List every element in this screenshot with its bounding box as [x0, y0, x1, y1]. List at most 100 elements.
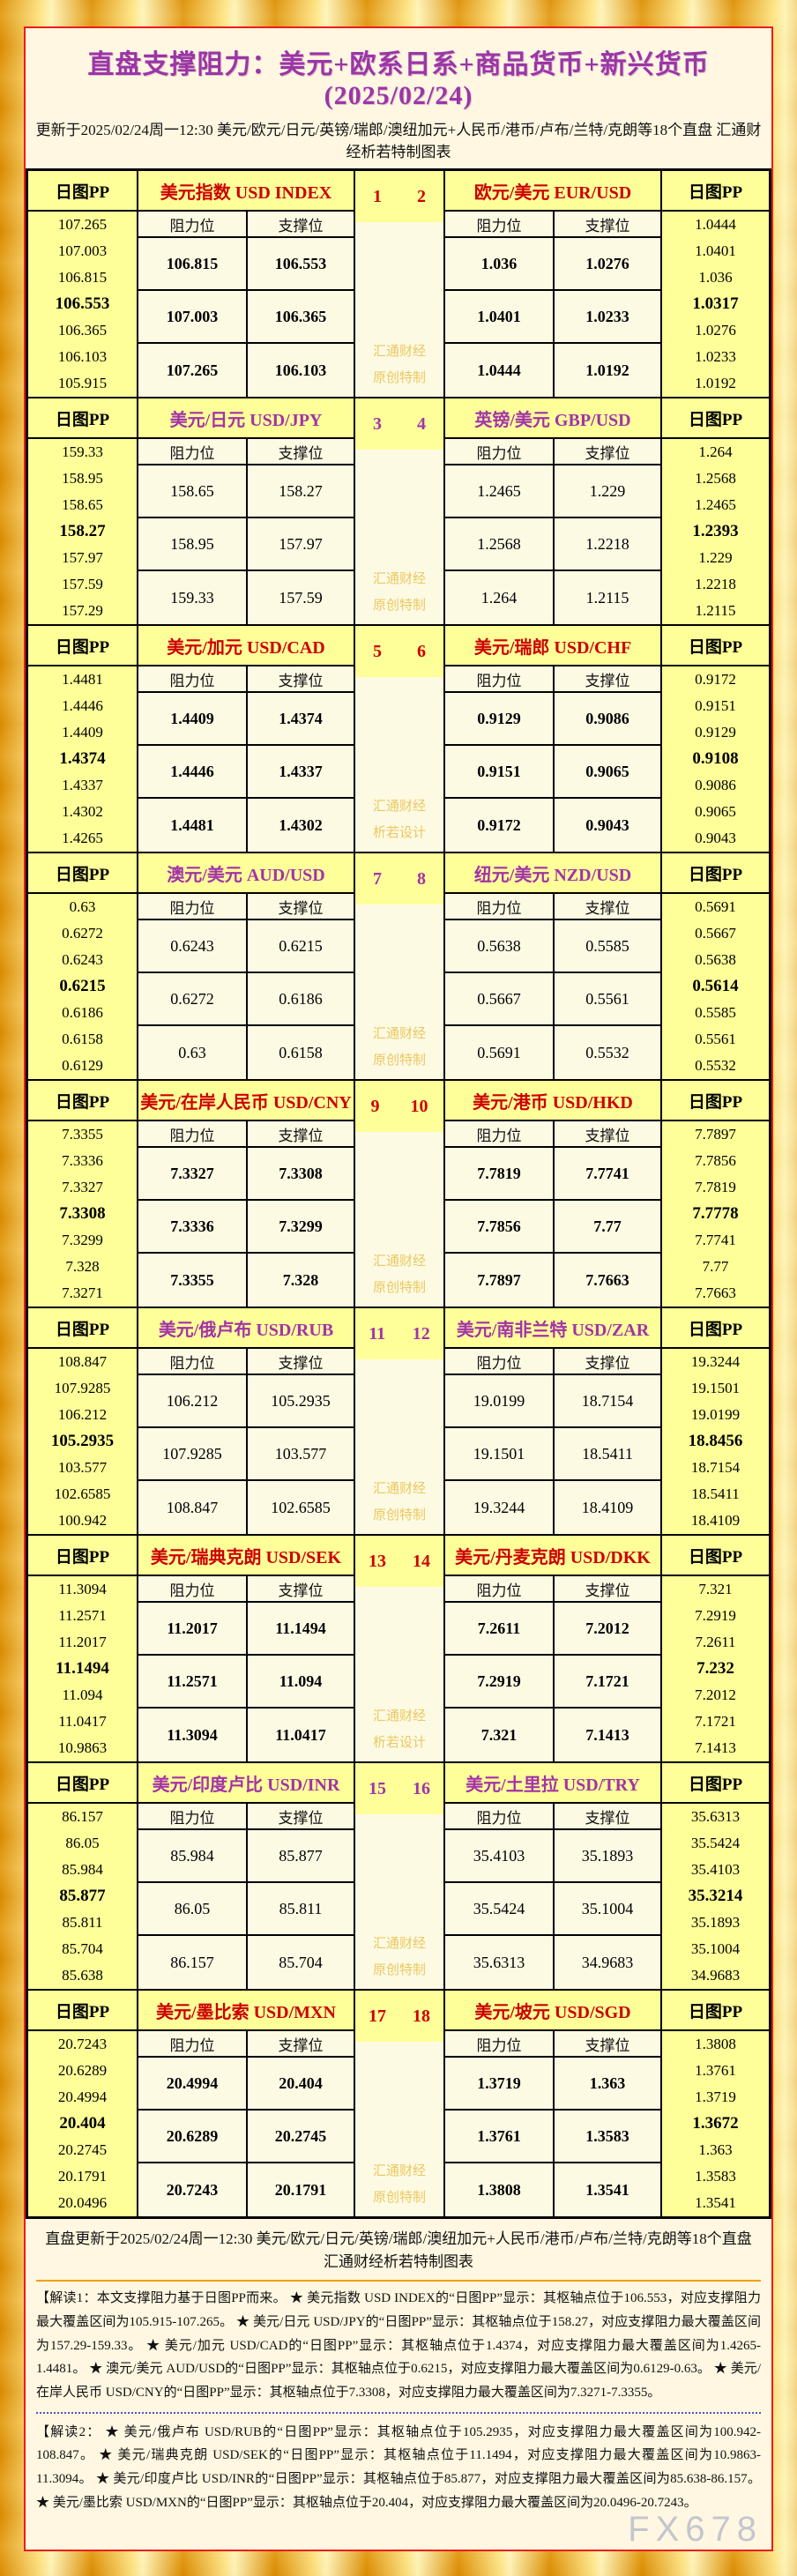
pp-value-right: 0.5532 — [660, 1053, 769, 1080]
pp-value-left: 0.6158 — [28, 1026, 138, 1053]
support-value-left: 20.404 — [246, 2058, 354, 2111]
pp-value-right: 0.9172 — [660, 666, 769, 694]
content-panel: 直盘支撑阻力：美元+欧系日系+商品货币+新兴货币(2025/02/24) 更新于… — [24, 26, 773, 2552]
center-column: 1 2 汇通财经 原创特制 — [354, 171, 445, 398]
support-label-left: 支撑位 — [246, 894, 354, 921]
support-value-left: 11.1494 — [246, 1603, 354, 1657]
watermark-line: 汇通财经 — [372, 2164, 426, 2179]
support-value-left: 103.577 — [246, 1428, 354, 1482]
pair-block-5: 日图PP 美元/在岸人民币 USD/CNY 9 10 汇通财经 原创特制 美元/港币 USD… — [28, 1079, 769, 1307]
watermark-line: 汇通财经 — [372, 345, 426, 360]
watermark-text: 汇通财经 析若设计 — [355, 793, 443, 852]
pp-value-right: 1.2218 — [660, 571, 769, 599]
support-value-right: 7.7741 — [553, 1148, 660, 1202]
pair-block-7: 日图PP 美元/瑞典克朗 USD/SEK 13 14 汇通财经 析若设计 美元/丹麦克朗 U… — [28, 1534, 769, 1762]
pp-value-right: 7.7741 — [660, 1227, 769, 1254]
resistance-value-left: 1.4481 — [138, 799, 246, 852]
resistance-label-left: 阻力位 — [138, 1576, 246, 1604]
pair-title-right: 美元/坡元 USD/SGD — [445, 1991, 660, 2032]
pp-pivot-right: 1.3672 — [660, 2111, 769, 2138]
pp-value-right: 0.5691 — [660, 894, 769, 921]
pp-value-left: 20.4994 — [28, 2084, 138, 2111]
support-value-left: 11.094 — [246, 1656, 354, 1709]
pp-value-left: 0.6129 — [28, 1053, 138, 1080]
chart-index-number: 4 — [417, 413, 426, 434]
pp-value-left: 102.6585 — [28, 1481, 138, 1508]
resistance-value-left: 158.95 — [138, 518, 246, 572]
resistance-label-left: 阻力位 — [138, 1804, 246, 1831]
center-column: 11 12 汇通财经 原创特制 — [354, 1308, 445, 1535]
pp-pivot-right: 18.8456 — [660, 1428, 769, 1456]
pp-value-left: 7.3271 — [28, 1280, 138, 1307]
support-value-right: 18.5411 — [553, 1428, 660, 1482]
pp-value-right: 1.3583 — [660, 2163, 769, 2191]
resistance-value-left: 0.6243 — [138, 920, 246, 974]
pp-value-left: 20.1791 — [28, 2163, 138, 2191]
pp-value-left: 0.6243 — [28, 947, 138, 974]
pp-value-left: 7.3299 — [28, 1227, 138, 1254]
center-column: 13 14 汇通财经 析若设计 — [354, 1536, 445, 1762]
pp-value-left: 157.97 — [28, 545, 138, 572]
pp-value-left: 157.29 — [28, 598, 138, 625]
pp-header-left: 日图PP — [28, 1763, 138, 1805]
watermark-text: 汇通财经 原创特制 — [355, 1021, 443, 1079]
support-value-left: 0.6186 — [246, 973, 354, 1027]
pair-title-left: 澳元/美元 AUD/USD — [138, 853, 354, 895]
pp-value-right: 1.2568 — [660, 465, 769, 493]
resistance-label-right: 阻力位 — [445, 1576, 553, 1604]
pair-title-left: 美元/瑞典克朗 USD/SEK — [138, 1536, 354, 1577]
resistance-value-right: 19.1501 — [445, 1428, 553, 1482]
resistance-value-left: 86.05 — [138, 1883, 246, 1937]
watermark-text: 汇通财经 原创特制 — [355, 1248, 443, 1307]
pair-title-right: 美元/丹麦克朗 USD/DKK — [445, 1536, 660, 1577]
pp-header-right: 日图PP — [660, 1536, 769, 1577]
pp-value-right: 18.4109 — [660, 1508, 769, 1535]
pp-value-left: 106.103 — [28, 344, 138, 371]
resistance-value-left: 107.9285 — [138, 1428, 246, 1482]
support-value-left: 106.365 — [246, 291, 354, 345]
pp-header-right: 日图PP — [660, 626, 769, 667]
pp-value-right: 34.9683 — [660, 1962, 769, 1990]
pp-value-right: 1.2465 — [660, 492, 769, 519]
watermark-line: 原创特制 — [372, 1508, 426, 1523]
support-value-right: 1.2218 — [553, 518, 660, 572]
resistance-value-right: 0.9129 — [445, 693, 553, 747]
support-value-left: 0.6158 — [246, 1026, 354, 1080]
pp-value-right: 35.4103 — [660, 1857, 769, 1884]
resistance-label-right: 阻力位 — [445, 212, 553, 239]
resistance-value-right: 0.5638 — [445, 920, 553, 974]
watermark-text: 汇通财经 析若设计 — [355, 1703, 443, 1761]
support-value-right: 0.9065 — [553, 746, 660, 800]
pp-value-left: 105.915 — [28, 370, 138, 398]
center-column: 17 18 汇通财经 原创特制 — [354, 1991, 445, 2217]
resistance-value-right: 1.3761 — [445, 2111, 553, 2164]
pp-value-right: 0.5638 — [660, 947, 769, 974]
pp-value-left: 11.0417 — [28, 1709, 138, 1736]
pp-value-left: 106.365 — [28, 317, 138, 345]
pp-value-right: 18.5411 — [660, 1481, 769, 1508]
footer: 直盘更新于2025/02/24周一12:30 美元/欧元/日元/英镑/瑞郎/澳纽… — [26, 2219, 771, 2550]
chart-index-number: 12 — [412, 1323, 430, 1344]
support-label-right: 支撑位 — [553, 666, 660, 694]
pp-value-right: 1.363 — [660, 2137, 769, 2164]
support-value-left: 106.553 — [246, 238, 354, 292]
resistance-label-right: 阻力位 — [445, 1804, 553, 1831]
pp-value-right: 1.264 — [660, 439, 769, 466]
pp-value-left: 1.4337 — [28, 772, 138, 800]
support-value-right: 1.0233 — [553, 291, 660, 345]
pp-value-right: 1.229 — [660, 545, 769, 572]
pp-value-right: 1.0401 — [660, 238, 769, 265]
pair-title-left: 美元/日元 USD/JPY — [138, 398, 354, 440]
watermark-line: 原创特制 — [372, 1053, 426, 1068]
pair-title-right: 美元/港币 USD/HKD — [445, 1081, 660, 1122]
support-value-left: 158.27 — [246, 465, 354, 519]
pp-header-left: 日图PP — [28, 1308, 138, 1350]
interpretation-2: 【解读2： ★ 美元/俄卢布 USD/RUB的“日图PP”显示：其枢轴点位于10… — [36, 2424, 761, 2510]
support-label-left: 支撑位 — [246, 1576, 354, 1604]
resistance-value-left: 1.4446 — [138, 746, 246, 800]
pp-value-right: 1.0192 — [660, 370, 769, 398]
resistance-value-right: 7.2611 — [445, 1603, 553, 1657]
pp-value-left: 7.3327 — [28, 1174, 138, 1202]
